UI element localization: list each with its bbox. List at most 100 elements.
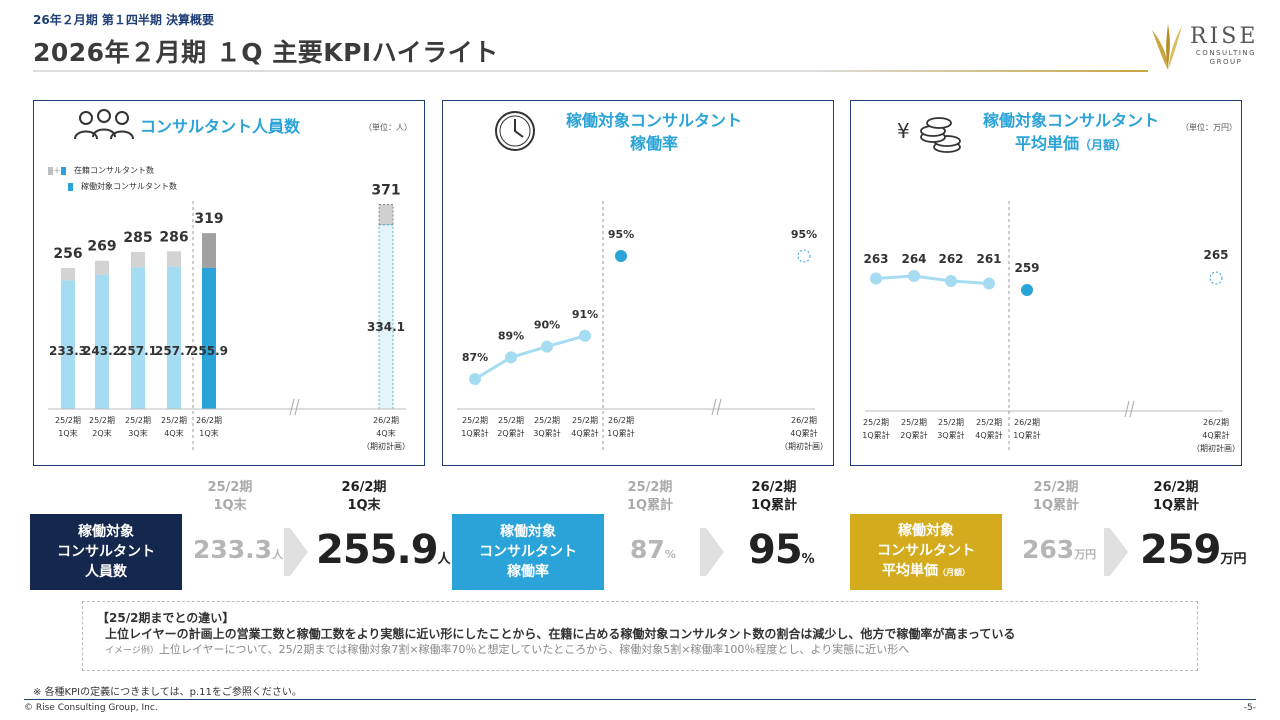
x-tick-label: 25/2期 [938, 418, 964, 427]
difference-heading: 【25/2期までとの違い】 [97, 611, 235, 625]
kpi-headcount-prev-unit: 人 [272, 548, 284, 561]
x-tick-label: 25/2期 [901, 418, 927, 427]
unit-price-title-line2: 平均単価（月額） [963, 132, 1179, 157]
kpi-unit-price-prev-value: 263万円 [1022, 535, 1096, 564]
logo-sub-line1: CONSULTING [1195, 49, 1257, 57]
x-tick-label: 25/2期 [534, 416, 560, 425]
kpi-unit-price-curr-period-1: 26/2期 [1153, 480, 1199, 495]
data-label: 264 [901, 252, 926, 266]
kpi-unit-price-curr-unit: 万円 [1220, 552, 1247, 567]
footer-rule [24, 699, 1256, 700]
bar-total [167, 251, 181, 267]
line-point [945, 275, 957, 287]
bar-total-label: 286 [159, 229, 188, 245]
kpi-utilization-curr-period-1: 26/2期 [751, 480, 797, 495]
logo-sub-line2: GROUP [1209, 58, 1243, 66]
bar-total-label: 371 [371, 182, 400, 198]
axis-break-mark [716, 398, 722, 416]
headcount-panel: コンサルタント人員数 （単位：人） ＋ 在籍コンサルタント数 稼働対象コンサルタン… [33, 100, 425, 466]
unit-price-title-line1: 稼働対象コンサルタント [982, 111, 1159, 130]
data-label: 262 [938, 252, 963, 266]
bar-total-planned [378, 203, 394, 226]
kpi-headcount-label-2: コンサルタント [57, 544, 155, 560]
difference-line2-text: 上位レイヤーについて、25/2期までは稼働対象7割×稼働率70％と想定していたと… [158, 643, 910, 656]
page-number: -5- [1243, 703, 1256, 713]
legend-blue-swatch [61, 166, 66, 175]
x-tick-label: 26/2期 [1203, 418, 1229, 427]
bar-total-label: 269 [87, 239, 116, 255]
x-tick-label: 1Q累計 [461, 428, 488, 438]
bar-billable-label: 257.1 [119, 344, 157, 358]
kpi-headcount-prev-number: 233.3 [193, 535, 273, 564]
kpi-utilization-label-3: 稼働率 [507, 564, 549, 580]
x-tick-label: 4Q末 [164, 428, 183, 438]
data-label: 259 [1014, 261, 1039, 275]
bar-billable-label: 334.1 [367, 320, 405, 334]
axis-break-mark [1124, 400, 1130, 418]
kpi-headcount-curr-period: 26/2期 1Q末 [324, 479, 404, 515]
data-label: 265 [1203, 248, 1228, 262]
data-label: 90% [534, 319, 560, 332]
bar-billable-label: 233.3 [49, 344, 87, 358]
unit-price-unit: （単位：万円） [1181, 123, 1237, 132]
data-label: 261 [976, 252, 1001, 266]
kpi-headcount-label-1: 稼働対象 [78, 524, 134, 540]
logo-subtitle: CONSULTING GROUP [1192, 49, 1260, 67]
bar-billable [167, 266, 181, 409]
unit-price-title-main: 平均単価 [1014, 134, 1079, 153]
x-tick-label: （期初計画） [780, 441, 828, 451]
x-tick-label: 26/2期 [1014, 418, 1040, 427]
kpi-headcount-curr-period-1: 26/2期 [341, 480, 387, 495]
logo-emblem-icon [1152, 24, 1182, 70]
kpi-utilization-curr-unit: % [801, 552, 815, 567]
headcount-title: コンサルタント人員数 [140, 117, 301, 136]
logo-name: RISE [1190, 24, 1259, 49]
bar-billable-label: 243.2 [83, 344, 121, 358]
line-point-current [615, 250, 627, 262]
kpi-headcount-arrow-icon [290, 528, 308, 576]
kpi-utilization-prev-value: 87% [630, 535, 676, 564]
legend-gray-swatch [48, 166, 53, 175]
kpi-unit-price-box: 稼働対象 コンサルタント 平均単価（月額） [850, 514, 1002, 590]
line-point [469, 373, 481, 385]
x-tick-label: 26/2期 [791, 416, 817, 425]
bar-total-label: 285 [123, 230, 152, 246]
kpi-unit-price-curr-number: 259 [1140, 527, 1221, 573]
bar-total-label: 319 [194, 211, 223, 227]
kpi-unit-price-prev-number: 263 [1022, 535, 1075, 564]
line-point [505, 351, 517, 364]
bar-billable [95, 274, 109, 409]
kpi-utilization-curr-period: 26/2期 1Q累計 [734, 479, 814, 515]
bar-billable-label: 257.7 [155, 344, 193, 358]
kpi-utilization-prev-period-1: 25/2期 [627, 480, 673, 495]
kpi-unit-price-label-2: コンサルタント [877, 543, 975, 559]
axis-break-mark [294, 398, 300, 416]
kpi-utilization-prev-period: 25/2期 1Q累計 [610, 479, 690, 515]
legend-billable-label: 稼働対象コンサルタント数 [81, 182, 177, 191]
kpi-utilization-prev-unit: % [664, 548, 676, 561]
x-tick-label: 1Q累計 [862, 430, 889, 440]
kpi-unit-price-prev-period-2: 1Q累計 [1032, 498, 1080, 513]
legend-plus: ＋ [53, 166, 61, 175]
x-tick-label: 2Q末 [92, 428, 111, 438]
kpi-headcount-prev-period: 25/2期 1Q末 [190, 479, 270, 515]
kpi-unit-price-arrow-stem [1104, 528, 1110, 576]
x-tick-label: 3Q末 [128, 428, 147, 438]
unit-price-title-suffix: （月額） [1079, 138, 1128, 152]
data-label: 89% [498, 329, 524, 342]
utilization-line [474, 334, 586, 381]
data-label: 263 [863, 252, 888, 266]
axis-break-mark [289, 398, 295, 416]
line-point [983, 277, 995, 290]
line-point [908, 270, 920, 282]
unit-price-chart: 263 264 262 261 259 265 25/2期 1Q累計 25/2期 2Q累計 25/2… [862, 201, 1240, 453]
kpi-utilization-curr-period-2: 1Q累計 [750, 498, 798, 513]
data-label: 95% [791, 228, 817, 241]
difference-note-box: 【25/2期までとの違い】 上位レイヤーの計画上の営業工数と稼働工数をより実態に… [82, 601, 1198, 671]
x-tick-label: 26/2期 [196, 416, 222, 425]
kpi-headcount-curr-unit: 人 [437, 552, 451, 567]
kpi-unit-price-label-1: 稼働対象 [898, 523, 954, 539]
x-tick-label: 25/2期 [976, 418, 1002, 427]
clock-icon [495, 111, 535, 151]
x-tick-label: 4Q累計 [1202, 430, 1229, 440]
